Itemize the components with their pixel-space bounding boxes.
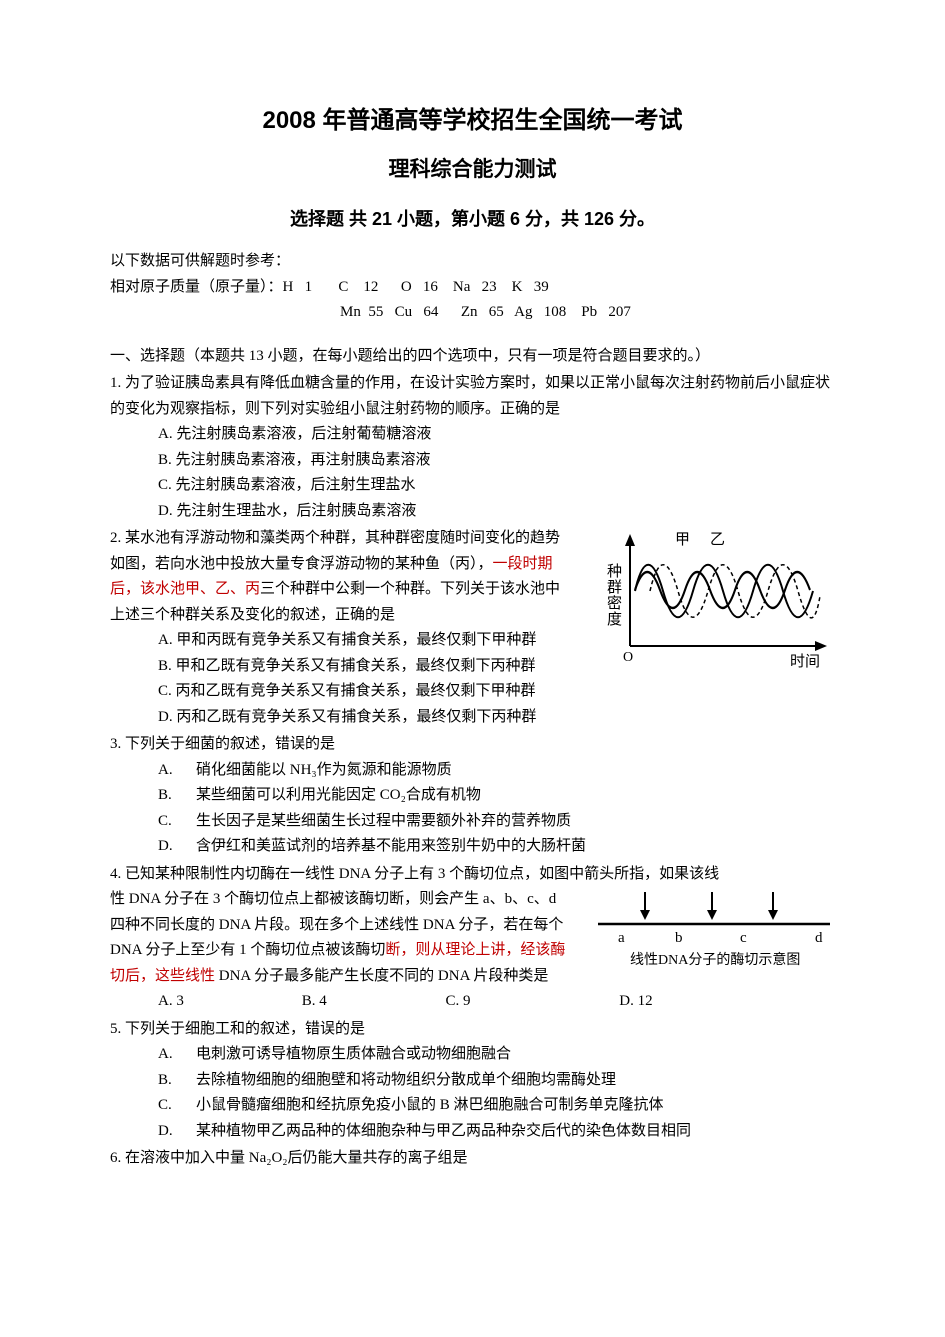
q3-text-c: 生长因子是某些细菌生长过程中需要额外补弃的营养物质 (196, 813, 571, 829)
ref-line1: H 1 C 12 O 16 Na 23 K 39 (283, 279, 549, 295)
ref-row-1: 相对原子质量（原子量）：H 1 C 12 O 16 Na 23 K 39 (110, 275, 835, 301)
q3-label-d: D. (158, 834, 196, 860)
arrow-2 (707, 892, 717, 920)
question-3: 3. 下列关于细菌的叙述，错误的是 A.硝化细菌能以 NH₃作为氮源和能源物质 … (110, 732, 835, 860)
q1-opt-d: D. 先注射生理盐水，后注射胰岛素溶液 (158, 499, 835, 525)
q2-stem: 2. 某水池有浮游动物和藻类两个种群，其种群密度随时间变化的趋势如图，若向水池中… (110, 526, 570, 628)
q4-opt-d: D. 12 (619, 989, 699, 1015)
q3-label-a: A. (158, 758, 196, 784)
q3-label-b: B. (158, 783, 196, 809)
q6-stem: 6. 在溶液中加入中量 Na₂O₂后仍能大量共存的离子组是 (110, 1146, 835, 1172)
q5-text-b: 去除植物细胞的细胞壁和将动物组织分散成单个细胞均需酶处理 (196, 1072, 616, 1088)
x-axis-label: 时间 (790, 653, 820, 670)
ref-row-2: Mn 55 Cu 64 Zn 65 Ag 108 Pb 207 (110, 300, 835, 326)
q3-text-b: 某些细菌可以利用光能因定 CO₂合成有机物 (196, 787, 481, 803)
q5-opt-c: C.小鼠骨髓瘤细胞和经抗原免疫小鼠的 B 淋巴细胞融合可制务单克隆抗体 (158, 1093, 835, 1119)
q2-graph: 甲 乙 种 群 密 度 O 时间 (605, 526, 835, 676)
q3-text-a: 硝化细菌能以 NH₃作为氮源和能源物质 (196, 762, 452, 778)
q5-stem: 5. 下列关于细胞工和的叙述，错误的是 (110, 1017, 835, 1043)
q5-opt-b: B.去除植物细胞的细胞壁和将动物组织分散成单个细胞均需酶处理 (158, 1068, 835, 1094)
q5-text-c: 小鼠骨髓瘤细胞和经抗原免疫小鼠的 B 淋巴细胞融合可制务单克隆抗体 (196, 1097, 664, 1113)
ref-label: 相对原子质量（原子量）： (110, 279, 283, 295)
fig-caption: 线性DNA分子的酶切示意图 (630, 951, 800, 968)
q1-opt-b: B. 先注射胰岛素溶液，再注射胰岛素溶液 (158, 448, 835, 474)
q1-opt-a: A. 先注射胰岛素溶液，后注射葡萄糖溶液 (158, 422, 835, 448)
q1-opt-c: C. 先注射胰岛素溶液，后注射生理盐水 (158, 473, 835, 499)
q5-options: A.电刺激可诱导植物原生质体融合或动物细胞融合 B.去除植物细胞的细胞壁和将动物… (110, 1042, 835, 1144)
q5-opt-a: A.电刺激可诱导植物原生质体融合或动物细胞融合 (158, 1042, 835, 1068)
question-1: 1. 为了验证胰岛素具有降低血糖含量的作用，在设计实验方案时，如果以正常小鼠每次… (110, 371, 835, 524)
q3-text-d: 含伊红和美蓝试剂的培养基不能用来签别牛奶中的大肠杆菌 (196, 838, 586, 854)
section-1-label: 一、选择题（本题共 13 小题，在每小题给出的四个选项中，只有一项是符合题目要求… (110, 344, 835, 370)
ref-line2: Mn 55 Cu 64 Zn 65 Ag 108 Pb 207 (340, 304, 631, 320)
q5-text-d: 某种植物甲乙两品种的体细胞杂种与甲乙两品种杂交后代的染色体数目相同 (196, 1123, 691, 1139)
seg-b: b (675, 930, 683, 946)
question-2: 2. 某水池有浮游动物和藻类两个种群，其种群密度随时间变化的趋势如图，若向水池中… (110, 526, 835, 730)
population-curve-chart: 甲 乙 种 群 密 度 O 时间 (605, 526, 835, 676)
y-axis-label-4: 度 (607, 611, 622, 628)
title-section: 选择题 共 21 小题，第小题 6 分，共 126 分。 (110, 205, 835, 231)
arrow-1 (640, 892, 650, 920)
legend-yi: 乙 (710, 532, 725, 548)
arrow-3 (768, 892, 778, 920)
q3-opt-b: B.某些细菌可以利用光能因定 CO₂合成有机物 (158, 783, 835, 809)
q1-options: A. 先注射胰岛素溶液，后注射葡萄糖溶液 B. 先注射胰岛素溶液，再注射胰岛素溶… (110, 422, 835, 524)
seg-a: a (618, 930, 625, 946)
exam-page: 2008 年普通高等学校招生全国统一考试 理科综合能力测试 选择题 共 21 小… (0, 0, 945, 1232)
q5-label-d: D. (158, 1119, 196, 1145)
question-4: 4. 已知某种限制性内切酶在一线性 DNA 分子上有 3 个酶切位点，如图中箭头… (110, 862, 835, 1015)
q4-figure: a b c d 线性DNA分子的酶切示意图 (590, 886, 835, 976)
q4-opt-c: C. 9 (446, 989, 616, 1015)
reference-data: 以下数据可供解题时参考： 相对原子质量（原子量）：H 1 C 12 O 16 N… (110, 249, 835, 326)
origin-label: O (623, 650, 633, 665)
q5-label-c: C. (158, 1093, 196, 1119)
legend-jia: 甲 (675, 532, 690, 548)
q3-opt-d: D.含伊红和美蓝试剂的培养基不能用来签别牛奶中的大肠杆菌 (158, 834, 835, 860)
q3-stem: 3. 下列关于细菌的叙述，错误的是 (110, 732, 835, 758)
q4-opt-a: A. 3 (158, 989, 298, 1015)
q4-opt-b: B. 4 (302, 989, 442, 1015)
q1-stem: 1. 为了验证胰岛素具有降低血糖含量的作用，在设计实验方案时，如果以正常小鼠每次… (110, 371, 835, 422)
y-axis-label-3: 密 (607, 595, 622, 612)
ref-intro: 以下数据可供解题时参考： (110, 249, 835, 275)
question-6: 6. 在溶液中加入中量 Na₂O₂后仍能大量共存的离子组是 (110, 1146, 835, 1172)
y-axis-label-1: 种 (607, 563, 622, 580)
q3-opt-c: C.生长因子是某些细菌生长过程中需要额外补弃的营养物质 (158, 809, 835, 835)
q5-label-a: A. (158, 1042, 196, 1068)
seg-d: d (815, 930, 823, 946)
q3-options: A.硝化细菌能以 NH₃作为氮源和能源物质 B.某些细菌可以利用光能因定 CO₂… (110, 758, 835, 860)
q4-options: A. 3 B. 4 C. 9 D. 12 (110, 989, 835, 1015)
question-5: 5. 下列关于细胞工和的叙述，错误的是 A.电刺激可诱导植物原生质体融合或动物细… (110, 1017, 835, 1145)
title-main: 2008 年普通高等学校招生全国统一考试 (110, 100, 835, 135)
q5-opt-d: D.某种植物甲乙两品种的体细胞杂种与甲乙两品种杂交后代的染色体数目相同 (158, 1119, 835, 1145)
q4-stem-b: DNA 分子最多能产生长度不同的 DNA 片段种类是 (215, 968, 548, 984)
dna-cut-diagram: a b c d 线性DNA分子的酶切示意图 (590, 886, 835, 976)
q5-label-b: B. (158, 1068, 196, 1094)
seg-c: c (740, 930, 747, 946)
q3-opt-a: A.硝化细菌能以 NH₃作为氮源和能源物质 (158, 758, 835, 784)
q5-text-a: 电刺激可诱导植物原生质体融合或动物细胞融合 (196, 1046, 511, 1062)
y-axis-label-2: 群 (607, 579, 622, 596)
q2-opt-c: C. 丙和乙既有竞争关系又有捕食关系，最终仅剩下甲种群 (158, 679, 835, 705)
q4-stem-line1: 4. 已知某种限制性内切酶在一线性 DNA 分子上有 3 个酶切位点，如图中箭头… (110, 866, 719, 882)
q2-opt-d: D. 丙和乙既有竞争关系又有捕食关系，最终仅剩下丙种群 (158, 705, 835, 731)
q3-label-c: C. (158, 809, 196, 835)
title-sub: 理科综合能力测试 (110, 153, 835, 183)
